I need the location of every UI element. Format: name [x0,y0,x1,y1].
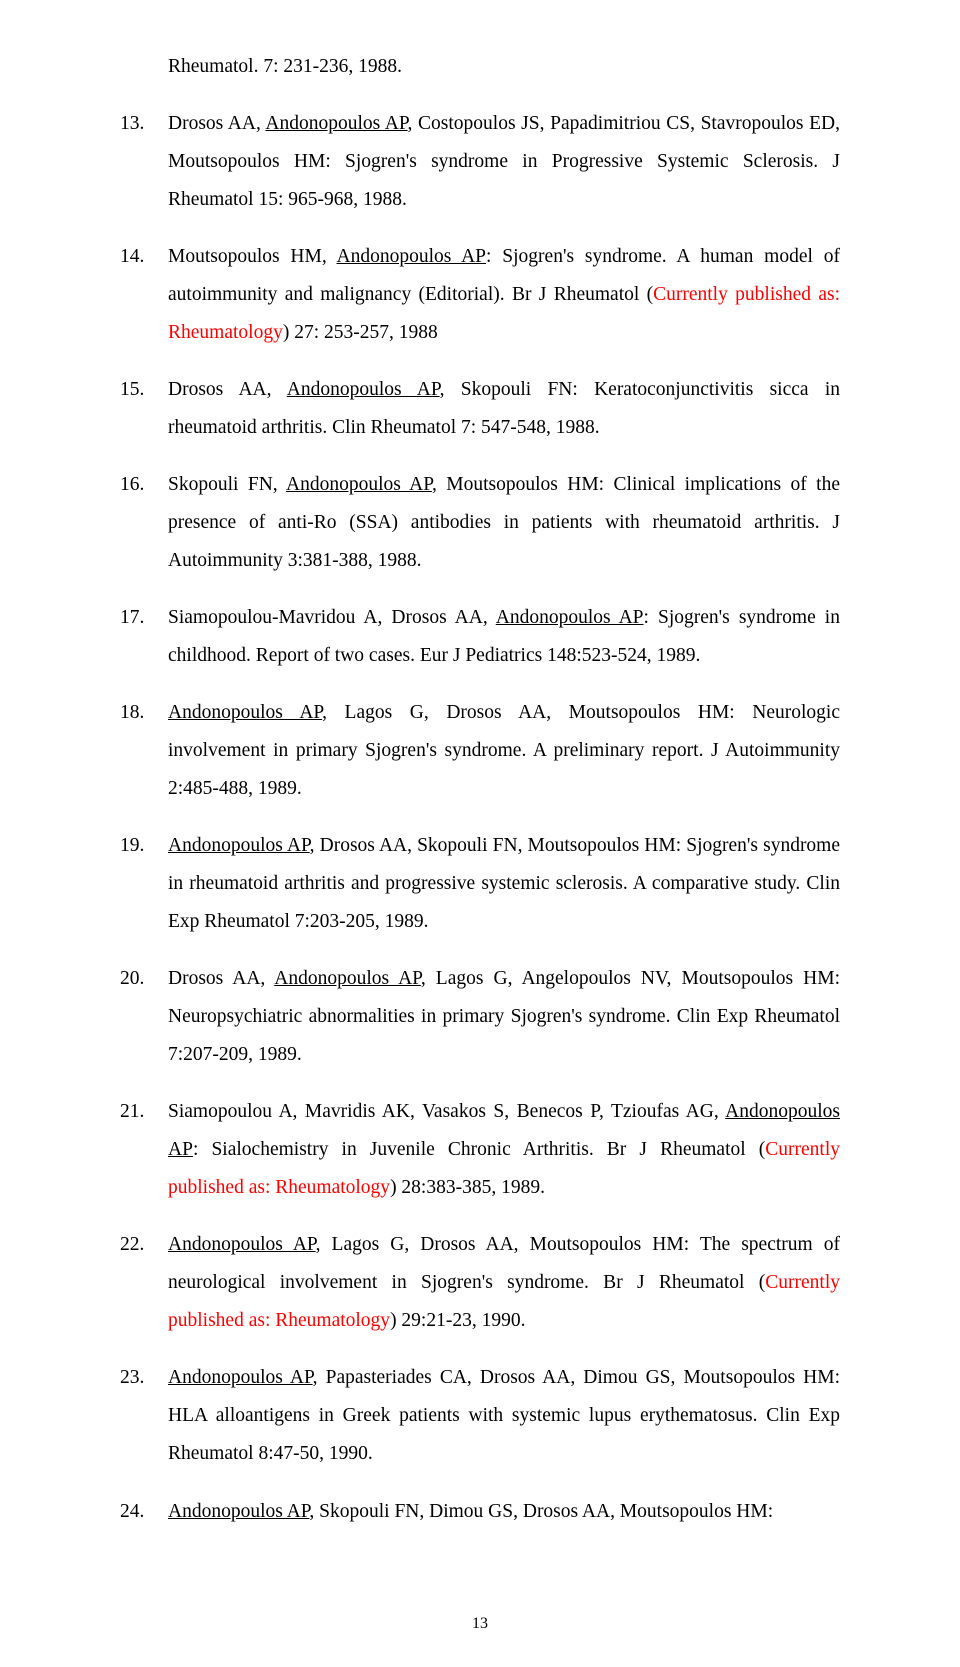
reference-number: 13. [120,105,168,219]
reference-text: Drosos AA, Andonopoulos AP, Skopouli FN:… [168,371,840,447]
underlined-author: Andonopoulos AP [168,702,322,723]
text-segment: ) 28:383-385, 1989. [390,1177,545,1198]
text-segment: Siamopoulou-Mavridou A, Drosos AA, [168,607,496,628]
page-number: 13 [0,1615,960,1633]
reference-number: 17. [120,599,168,675]
underlined-author: Andonopoulos AP [274,968,421,989]
underlined-author: Andonopoulos AP [496,607,644,628]
text-segment: ) 29:21-23, 1990. [390,1310,525,1331]
text-segment: Moutsopoulos HM, [168,246,337,267]
reference-text: Andonopoulos AP, Skopouli FN, Dimou GS, … [168,1493,840,1531]
reference-text: Andonopoulos AP, Lagos G, Drosos AA, Mou… [168,1226,840,1340]
reference-item: 20.Drosos AA, Andonopoulos AP, Lagos G, … [120,960,840,1074]
reference-item: 17.Siamopoulou-Mavridou A, Drosos AA, An… [120,599,840,675]
reference-text: Siamopoulou A, Mavridis AK, Vasakos S, B… [168,1093,840,1207]
text-segment: , Skopouli FN, Dimou GS, Drosos AA, Mout… [309,1501,773,1522]
reference-number: 14. [120,238,168,352]
text-segment: Drosos AA, [168,113,265,134]
underlined-author: Andonopoulos AP [168,1501,309,1522]
reference-number: 18. [120,694,168,808]
text-segment: : Sialochemistry in Juvenile Chronic Art… [193,1139,765,1160]
reference-item: 16.Skopouli FN, Andonopoulos AP, Moutsop… [120,466,840,580]
underlined-author: Andonopoulos AP [265,113,407,134]
reference-item: 19.Andonopoulos AP, Drosos AA, Skopouli … [120,827,840,941]
reference-number: 21. [120,1093,168,1207]
reference-item: 24.Andonopoulos AP, Skopouli FN, Dimou G… [120,1493,840,1531]
underlined-author: Andonopoulos AP [168,835,310,856]
text-segment: Siamopoulou A, Mavridis AK, Vasakos S, B… [168,1101,725,1122]
underlined-author: Andonopoulos AP [287,379,440,400]
underlined-author: Andonopoulos AP [168,1234,316,1255]
reference-text: Andonopoulos AP, Drosos AA, Skopouli FN,… [168,827,840,941]
underlined-author: Andonopoulos AP [337,246,487,267]
underlined-author: Andonopoulos AP [168,1367,313,1388]
reference-text: Drosos AA, Andonopoulos AP, Lagos G, Ang… [168,960,840,1074]
partial-top-line: Rheumatol. 7: 231-236, 1988. [168,48,840,86]
reference-item: 22.Andonopoulos AP, Lagos G, Drosos AA, … [120,1226,840,1340]
reference-list: 13.Drosos AA, Andonopoulos AP, Costopoul… [120,105,840,1531]
reference-number: 23. [120,1359,168,1473]
reference-item: 18.Andonopoulos AP, Lagos G, Drosos AA, … [120,694,840,808]
reference-text: Andonopoulos AP, Papasteriades CA, Droso… [168,1359,840,1473]
reference-number: 24. [120,1493,168,1531]
text-segment: Drosos AA, [168,379,287,400]
document-page: Rheumatol. 7: 231-236, 1988. 13.Drosos A… [0,0,960,1667]
reference-text: Moutsopoulos HM, Andonopoulos AP: Sjogre… [168,238,840,352]
reference-number: 22. [120,1226,168,1340]
reference-item: 15.Drosos AA, Andonopoulos AP, Skopouli … [120,371,840,447]
reference-item: 21.Siamopoulou A, Mavridis AK, Vasakos S… [120,1093,840,1207]
reference-text: Andonopoulos AP, Lagos G, Drosos AA, Mou… [168,694,840,808]
reference-text: Siamopoulou-Mavridou A, Drosos AA, Andon… [168,599,840,675]
reference-item: 14.Moutsopoulos HM, Andonopoulos AP: Sjo… [120,238,840,352]
underlined-author: Andonopoulos AP [286,474,432,495]
reference-number: 15. [120,371,168,447]
reference-item: 23.Andonopoulos AP, Papasteriades CA, Dr… [120,1359,840,1473]
reference-number: 19. [120,827,168,941]
text-segment: Skopouli FN, [168,474,286,495]
reference-item: 13.Drosos AA, Andonopoulos AP, Costopoul… [120,105,840,219]
reference-number: 20. [120,960,168,1074]
reference-text: Skopouli FN, Andonopoulos AP, Moutsopoul… [168,466,840,580]
text-segment: Drosos AA, [168,968,274,989]
text-segment: ) 27: 253-257, 1988 [283,322,438,343]
reference-number: 16. [120,466,168,580]
reference-text: Drosos AA, Andonopoulos AP, Costopoulos … [168,105,840,219]
